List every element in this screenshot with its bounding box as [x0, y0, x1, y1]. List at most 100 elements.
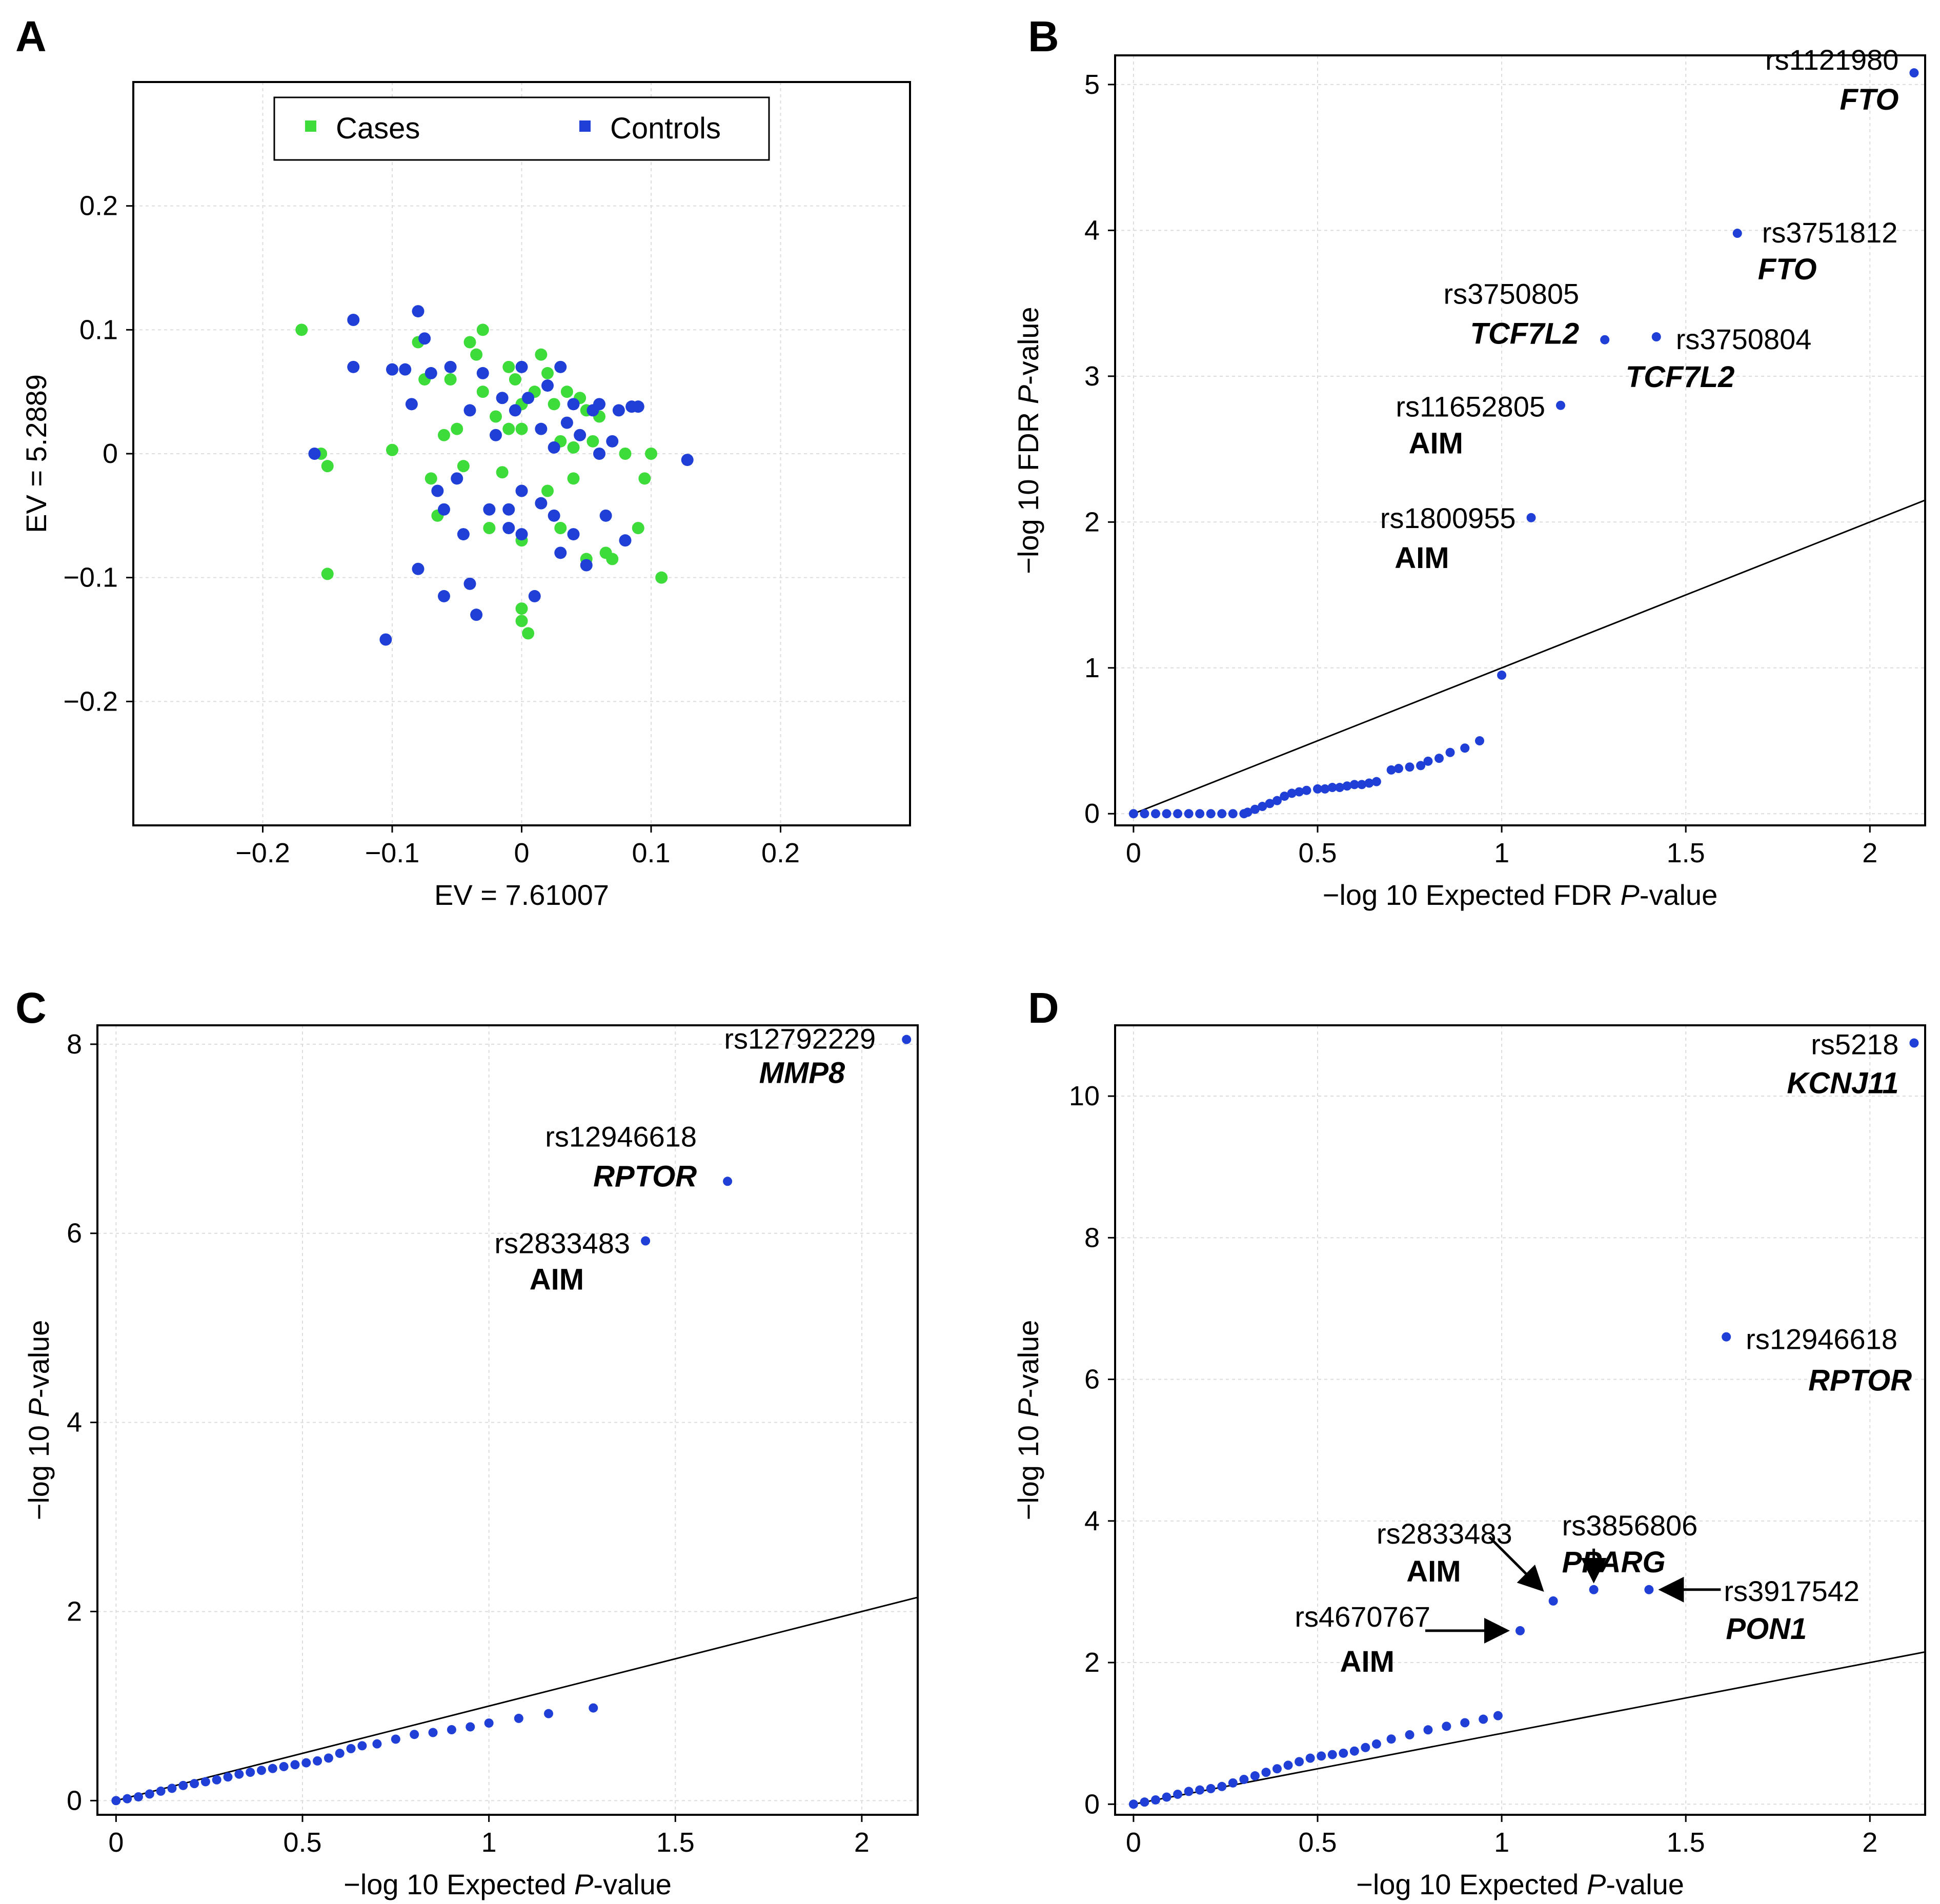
data-point [1526, 513, 1536, 522]
data-point [313, 1756, 322, 1766]
data-point [1364, 778, 1374, 788]
data-point [484, 1718, 494, 1728]
data-point-controls [470, 609, 483, 621]
data-point [410, 1730, 419, 1739]
y-tick-label: 2 [1084, 1647, 1100, 1678]
data-point [723, 1177, 733, 1186]
data-point-controls [425, 367, 437, 379]
y-axis-label: −log 10 P-value [1012, 1320, 1044, 1521]
y-tick-label: 8 [67, 1029, 82, 1060]
x-tick-label: 0.1 [632, 838, 670, 868]
data-point [1548, 1596, 1558, 1606]
data-point-cases [606, 553, 619, 565]
gene-label: MMP8 [759, 1057, 845, 1090]
data-point-controls [560, 416, 573, 429]
data-point-controls [522, 392, 535, 404]
data-point-controls [515, 360, 528, 373]
data-point [1386, 1734, 1396, 1744]
plot-frame [1114, 54, 1926, 826]
y-axis-label: −log 10 FDR P-value [1012, 307, 1044, 574]
data-point [391, 1734, 400, 1744]
x-tick-label: −0.1 [365, 838, 420, 868]
data-point [1644, 1585, 1654, 1594]
x-tick-label: −0.2 [235, 838, 290, 868]
data-point-controls [574, 429, 587, 441]
data-point [1460, 743, 1470, 753]
data-point [1151, 809, 1160, 819]
data-point [1317, 1751, 1326, 1761]
data-point [1909, 1038, 1919, 1048]
legend-box [273, 96, 770, 161]
data-point [1335, 783, 1345, 793]
data-point-cases [638, 472, 651, 485]
y-tick-label: 6 [1084, 1364, 1100, 1395]
data-point [1479, 1714, 1488, 1724]
data-point [1423, 756, 1433, 766]
snp-label: rs2833483 [1377, 1517, 1512, 1550]
data-point-cases [645, 448, 657, 460]
data-point [1327, 1750, 1337, 1759]
x-axis-label: EV = 7.61007 [434, 879, 609, 911]
data-point-controls [347, 360, 360, 373]
data-point-controls [599, 509, 612, 522]
x-tick-label: 0.2 [761, 838, 800, 868]
data-point [1515, 1626, 1525, 1635]
data-point [1497, 670, 1507, 680]
data-point [178, 1780, 188, 1790]
y-tick-label: 2 [1084, 507, 1100, 537]
data-point-controls [535, 422, 548, 435]
data-point [1423, 1725, 1433, 1735]
data-point-controls [593, 398, 605, 411]
data-point [1151, 1795, 1160, 1805]
data-point [1258, 802, 1267, 812]
data-point [1556, 400, 1565, 410]
data-point-cases [295, 323, 308, 336]
gene-label: AIM [1395, 541, 1449, 575]
data-point [279, 1761, 289, 1771]
data-point-controls [412, 305, 425, 318]
data-point-controls [438, 590, 450, 602]
data-point [1313, 784, 1322, 794]
data-point-controls [535, 497, 548, 510]
data-point-cases [554, 522, 567, 534]
gene-label: KCNJ11 [1787, 1067, 1898, 1100]
data-point [1434, 754, 1444, 763]
x-tick-label: 0 [108, 1827, 124, 1858]
data-point [514, 1713, 523, 1723]
data-point-cases [386, 443, 398, 456]
data-point-controls [612, 404, 625, 417]
y-tick-label: 5 [1084, 69, 1100, 100]
data-point [1361, 1743, 1370, 1752]
data-point [1184, 809, 1194, 819]
snp-label: rs3750805 [1444, 278, 1580, 310]
data-point-controls [606, 435, 619, 448]
data-point [1371, 777, 1381, 786]
legend-swatch [305, 120, 316, 132]
data-point [1250, 1771, 1260, 1781]
x-axis-label: −log 10 Expected FDR P-value [1323, 879, 1717, 911]
data-point [1305, 1753, 1315, 1763]
x-tick-label: 0.5 [1298, 1827, 1337, 1858]
data-point-cases [444, 373, 457, 386]
data-point [234, 1769, 244, 1779]
gene-label: TCF7L2 [1470, 317, 1579, 351]
data-point [641, 1236, 651, 1246]
y-tick-label: −0.2 [63, 686, 118, 717]
data-point [111, 1796, 121, 1806]
data-point-controls [457, 528, 470, 541]
data-point [1239, 1774, 1249, 1784]
data-point-controls [347, 314, 360, 326]
y-tick-label: 2 [67, 1596, 82, 1627]
plot-frame [132, 81, 911, 826]
snp-label: rs4670767 [1295, 1601, 1430, 1633]
data-point [1651, 332, 1661, 342]
data-point [1357, 780, 1367, 789]
data-point [1195, 809, 1205, 819]
data-point-cases [548, 398, 560, 411]
x-tick-label: 0 [514, 838, 529, 868]
x-tick-label: 1.5 [656, 1827, 695, 1858]
data-point-cases [496, 466, 509, 479]
data-point-cases [425, 472, 437, 485]
snp-label: rs3750804 [1676, 323, 1812, 355]
data-point [1722, 1332, 1731, 1342]
